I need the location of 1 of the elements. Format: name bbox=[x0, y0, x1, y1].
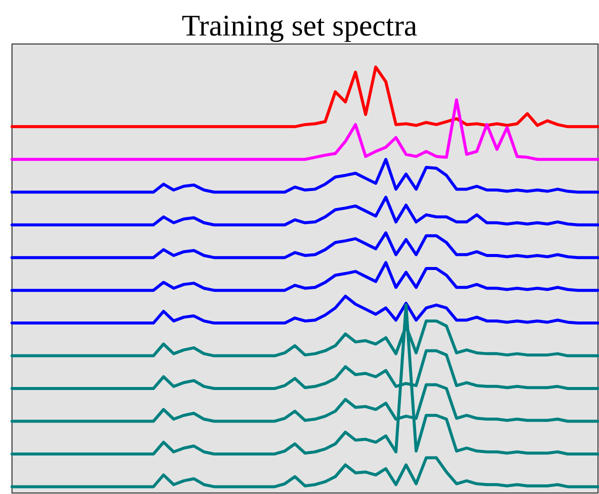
chart-title: Training set spectra bbox=[182, 10, 418, 42]
